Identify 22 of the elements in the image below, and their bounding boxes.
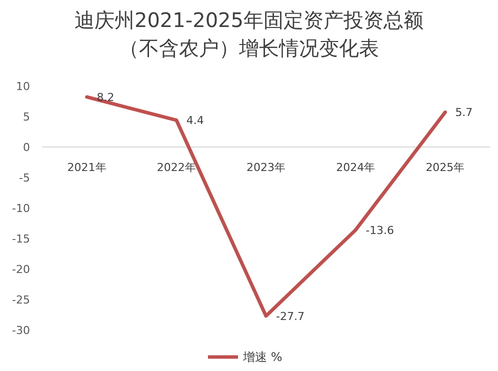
x-tick-label: 2025年 — [426, 161, 465, 174]
data-label: -13.6 — [366, 224, 394, 237]
legend-label: 增速 % — [242, 350, 282, 364]
y-tick-label: 10 — [16, 80, 30, 93]
data-label: -27.7 — [276, 310, 304, 323]
y-tick-label: 5 — [23, 110, 30, 124]
chart-title: 迪庆州2021-2025年固定资产投资总额 — [74, 8, 424, 32]
y-tick-label: -5 — [19, 172, 30, 184]
x-tick-label: 2022年 — [156, 161, 196, 174]
y-tick-label: 0 — [23, 141, 30, 154]
x-tick-label: 2024年 — [336, 161, 376, 174]
data-label: 8.2 — [96, 90, 114, 104]
y-tick-label: -25 — [12, 294, 30, 306]
data-label: 4.4 — [186, 114, 204, 128]
y-tick-label: -20 — [12, 263, 30, 276]
x-tick-label: 2023年 — [246, 161, 286, 174]
x-tick-label: 2021年 — [67, 161, 106, 174]
y-tick-label: -10 — [12, 202, 30, 215]
chart-subtitle: （不含农户）增长情况变化表 — [119, 36, 379, 60]
data-label: 5.7 — [455, 106, 473, 120]
y-tick-label: -30 — [12, 324, 30, 337]
y-tick-label: -15 — [12, 232, 30, 246]
